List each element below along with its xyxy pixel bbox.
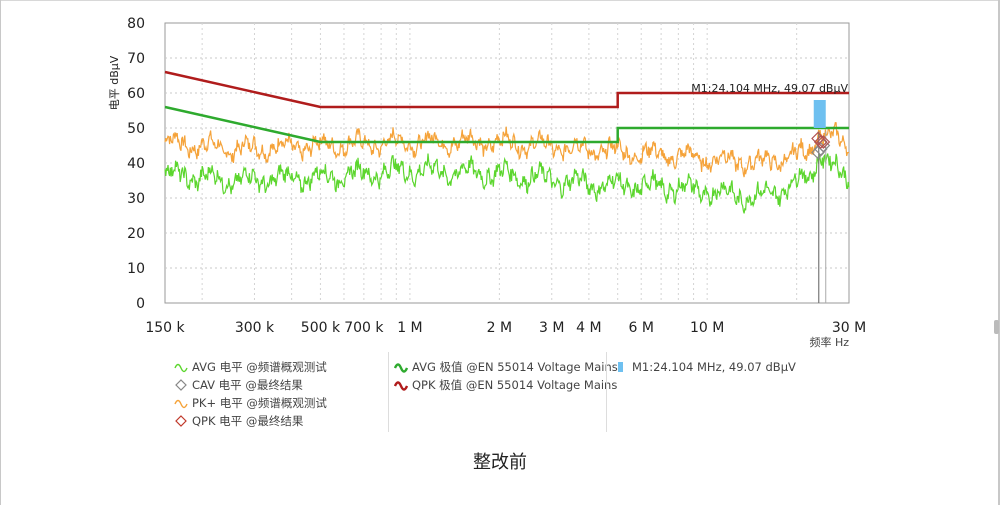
chart-legend: AVG 电平 @频谱概观测试 CAV 电平 @最终结果 PK+ 电平 @频谱概观测试… <box>166 350 856 432</box>
diamond-icon <box>174 414 188 428</box>
emi-chart: 0 10 20 30 40 50 60 70 80 150 k 300 k 500 k 700 k 1 M… <box>108 16 866 349</box>
final-result-marker <box>813 135 828 149</box>
wave-icon <box>393 378 409 392</box>
x-tick-label: 500 k <box>301 320 341 336</box>
legend-item: QPK 电平 @最终结果 <box>174 412 327 430</box>
legend-item: CAV 电平 @最终结果 <box>174 376 327 394</box>
right-border <box>998 0 1000 505</box>
x-tick-label: 2 M <box>487 320 512 336</box>
legend-divider <box>606 352 607 432</box>
legend-column-2: AVG 极值 @EN 55014 Voltage Mains QPK 极值 @EN… <box>393 358 618 394</box>
marker-icon <box>614 360 628 374</box>
final-result-marker <box>816 135 831 149</box>
legend-divider <box>388 352 389 432</box>
x-tick-label: 30 M <box>832 320 866 336</box>
legend-column-3: M1:24.104 MHz, 49.07 dBµV <box>614 358 796 376</box>
legend-label: PK+ 电平 @频谱概观测试 <box>192 396 327 410</box>
marker-label: M1:24.104 MHz, 49.07 dBµV <box>691 82 848 95</box>
y-tick-label: 40 <box>127 156 145 172</box>
y-tick-label: 10 <box>127 261 145 277</box>
y-axis-title: 电平 dBµV <box>108 55 121 110</box>
x-axis-title: 频率 Hz <box>809 335 849 349</box>
series-line <box>164 153 850 214</box>
left-border <box>0 0 1 505</box>
series-line <box>164 122 850 178</box>
x-tick-label: 4 M <box>576 320 601 336</box>
scroll-handle[interactable] <box>994 320 999 334</box>
legend-item: QPK 极值 @EN 55014 Voltage Mains <box>393 376 618 394</box>
limit-line <box>164 70 849 109</box>
y-tick-label: 0 <box>136 296 145 312</box>
legend-item: AVG 极值 @EN 55014 Voltage Mains <box>393 358 618 376</box>
marker-bar <box>813 100 826 128</box>
x-tick-label: 300 k <box>235 320 275 336</box>
legend-label: AVG 电平 @频谱概观测试 <box>192 360 327 374</box>
legend-item: M1:24.104 MHz, 49.07 dBµV <box>614 358 796 376</box>
limit-line <box>164 105 849 144</box>
x-tick-label: 10 M <box>690 320 724 336</box>
legend-label: QPK 极值 @EN 55014 Voltage Mains <box>412 378 618 392</box>
diamond-icon <box>174 378 188 392</box>
legend-column-1: AVG 电平 @频谱概观测试 CAV 电平 @最终结果 PK+ 电平 @频谱概观测试… <box>174 358 327 430</box>
legend-item: AVG 电平 @频谱概观测试 <box>174 358 327 376</box>
legend-label: CAV 电平 @最终结果 <box>192 378 303 392</box>
y-tick-label: 60 <box>127 86 145 102</box>
legend-item: PK+ 电平 @频谱概观测试 <box>174 394 327 412</box>
wave-icon <box>174 396 188 410</box>
legend-label: M1:24.104 MHz, 49.07 dBµV <box>632 360 796 374</box>
y-tick-label: 20 <box>127 226 145 242</box>
wave-icon <box>393 360 409 374</box>
wave-icon <box>174 360 188 374</box>
x-tick-label: 700 k <box>344 320 384 336</box>
y-tick-label: 70 <box>127 51 145 67</box>
x-tick-label: 3 M <box>539 320 564 336</box>
x-tick-label: 150 k <box>145 320 185 336</box>
legend-label: QPK 电平 @最终结果 <box>192 414 304 428</box>
top-border <box>0 0 1000 1</box>
y-tick-label: 50 <box>127 121 145 137</box>
x-tick-label: 1 M <box>397 320 422 336</box>
y-tick-label: 30 <box>127 191 145 207</box>
y-tick-label: 80 <box>127 16 145 32</box>
legend-label: AVG 极值 @EN 55014 Voltage Mains <box>412 360 618 374</box>
x-tick-label: 6 M <box>629 320 654 336</box>
figure-caption: 整改前 <box>473 452 527 473</box>
